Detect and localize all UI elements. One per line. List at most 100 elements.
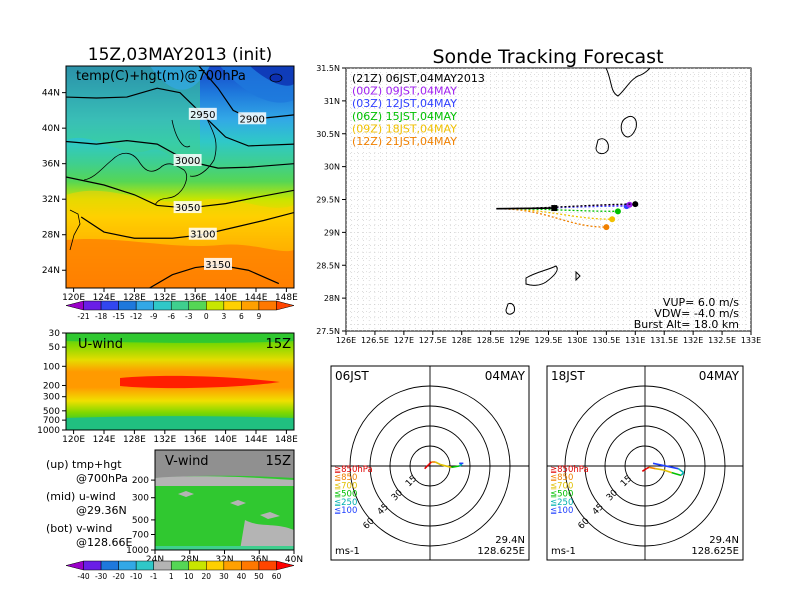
temp-colorbar-cell — [83, 300, 102, 311]
temp-map-title: 15Z,03MAY2013 (init) — [88, 45, 273, 65]
v-wind-field — [155, 450, 294, 550]
v-xtick: 28N — [181, 555, 199, 565]
hodograph-segment — [440, 463, 452, 469]
hodograph-level-label: ≦850 — [334, 473, 357, 483]
v-colorbar-cell — [276, 560, 295, 571]
hodograph-segment — [663, 469, 672, 474]
v-ytick: 300 — [132, 494, 149, 504]
v-ytick: 500 — [132, 516, 149, 526]
hodograph-segment — [652, 462, 679, 470]
v-colorbar: -40 -30 -20 -10 -1 1 10 20 30 40 50 60 — [65, 560, 295, 581]
sonde-legend-entry: (03Z) 12JST,04MAY — [352, 97, 457, 110]
hodograph-segment — [434, 461, 442, 466]
hodograph-segment — [428, 461, 432, 466]
v-colorbar-cell — [241, 560, 260, 571]
v-colorbar-cell — [223, 560, 242, 571]
temp-ytick: 44N — [42, 89, 60, 99]
v-colorbar-label: -10 — [130, 572, 142, 581]
sonde-ytick: 31N — [324, 97, 340, 106]
u-xtick: 148E — [275, 435, 298, 445]
temp-xtick: 132E — [153, 293, 176, 303]
legend-up: (up) tmp+hgt — [46, 458, 122, 471]
temp-ytick: 40N — [42, 124, 60, 134]
sonde-xtick: 128.5E — [477, 336, 505, 345]
hodograph-level-label: ≦250 — [334, 498, 357, 508]
contour-label-3100: 3100 — [190, 230, 215, 241]
u-ytick: 500 — [43, 407, 60, 417]
sonde-xtick: 126E — [336, 336, 356, 345]
v-colorbar-label: -1 — [150, 572, 158, 581]
v-xtick: 32N — [215, 555, 233, 565]
temp-xtick: 124E — [93, 293, 116, 303]
sonde-legend-entry: (09Z) 18JST,04MAY — [352, 122, 457, 135]
sonde-axes: 126E 126.5E 127E 127.5E 128E 128.5E 129E 129.5E… — [316, 64, 761, 345]
v-colorbar-label: -20 — [112, 572, 124, 581]
sonde-frame — [345, 67, 752, 332]
temp-colorbar-label: -18 — [95, 312, 107, 321]
v-ytick: 200 — [132, 476, 149, 486]
u-wind-time: 15Z — [266, 337, 292, 352]
v-colorbar-cell — [170, 560, 190, 571]
temp-colorbar-label: -15 — [112, 312, 124, 321]
sonde-xtick: 130.5E — [592, 336, 620, 345]
hodograph-date: 04MAY — [699, 369, 740, 383]
sonde-legend-entry: (21Z) 06JST,04MAY2013 — [352, 72, 485, 85]
v-xtick: 40N — [285, 555, 303, 565]
hodograph-date: 04MAY — [485, 369, 526, 383]
sonde-endpoint — [632, 201, 639, 208]
sonde-ytick: 29N — [324, 228, 340, 237]
sonde-coastlines — [505, 68, 651, 315]
temp-colorbar-cell — [276, 300, 295, 311]
vup-annotation: VUP= 6.0 m/s — [663, 296, 739, 309]
u-xtick: 132E — [153, 435, 176, 445]
legend-mid2: @29.36N — [76, 504, 127, 517]
sonde-ytick: 30.5N — [316, 130, 340, 139]
hodograph-time: 18JST — [551, 369, 585, 383]
v-xtick: 36N — [250, 555, 268, 565]
legend-mid: (mid) u-wind — [46, 490, 116, 503]
v-colorbar-label: 20 — [202, 572, 212, 581]
temp-colorbar-cell — [258, 300, 277, 311]
u-ytick: 100 — [43, 362, 60, 372]
u-xtick: 124E — [93, 435, 116, 445]
contour-label-3050: 3050 — [175, 203, 200, 214]
hodograph-level-label: ≧850hPa — [550, 465, 589, 475]
hodograph-time: 06JST — [335, 369, 369, 383]
sonde-endpoint — [614, 208, 621, 215]
u-ytick: 300 — [43, 393, 60, 403]
temp-colorbar-cell — [153, 300, 172, 311]
sonde-burst-marker — [551, 205, 558, 212]
sonde-legend: (21Z) 06JST,04MAY2013(00Z) 09JST,04MAY(0… — [352, 72, 485, 148]
hodograph-segment — [648, 466, 656, 470]
v-wind-title: V-wind — [165, 454, 209, 469]
hodograph-level-label: ≦100 — [334, 506, 357, 516]
hodograph-level-label: ≦700 — [550, 481, 573, 491]
contour-label-2900: 2900 — [239, 114, 264, 125]
temp-map-frame — [65, 65, 295, 289]
hodograph-segment — [677, 468, 685, 474]
temp-colorbar-cell — [241, 300, 260, 311]
sonde-xtick: 131E — [625, 336, 645, 345]
temp-colorbar-label: -9 — [150, 312, 158, 321]
temp-ytick: 28N — [42, 231, 60, 241]
legend-up2: @700hPa — [76, 472, 128, 485]
hodograph-level-label: ≦250 — [550, 498, 573, 508]
hodograph-level-label: ≦500 — [550, 490, 573, 500]
contour-3000 — [66, 139, 294, 169]
sonde-annotations: VUP= 6.0 m/s VDW= -4.0 m/s Burst Alt= 18… — [634, 296, 740, 331]
temp-map-field: 2900 2950 3000 3050 3100 3150 — [66, 66, 294, 288]
hodograph-segment — [645, 466, 650, 470]
v-colorbar-label: -30 — [95, 572, 107, 581]
sonde-endpoint — [603, 224, 610, 231]
u-ytick: 200 — [43, 381, 60, 391]
v-colorbar-cell — [135, 560, 154, 571]
temp-colorbar-label: -12 — [130, 312, 142, 321]
temp-colorbar-cell — [223, 300, 242, 311]
sonde-xtick: 129.5E — [535, 336, 563, 345]
v-colorbar-label: -40 — [77, 572, 89, 581]
hodograph-unit: ms-1 — [335, 546, 360, 557]
v-colorbar-label: 1 — [169, 572, 174, 581]
u-wind-title: U-wind — [78, 337, 123, 352]
